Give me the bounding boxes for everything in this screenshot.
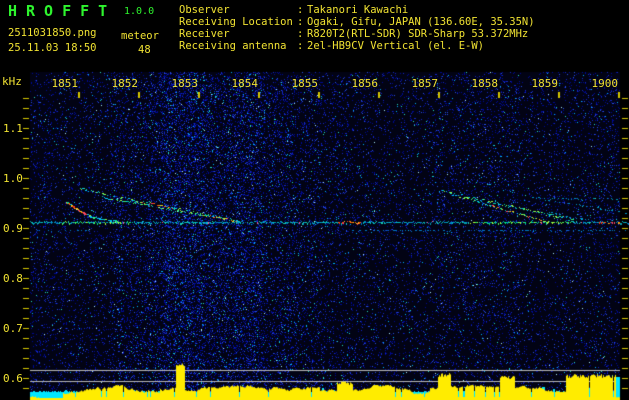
- info-row-location: Receiving Location : Ogaki, Gifu, JAPAN …: [179, 16, 535, 28]
- info-separator: :: [297, 28, 304, 40]
- y-tick-label: 0.6: [3, 372, 23, 385]
- x-tick-label: 1854: [231, 77, 259, 90]
- y-tick-label: 0.9: [3, 222, 23, 235]
- x-tick-label: 1900: [591, 77, 619, 90]
- info-separator: :: [297, 40, 304, 52]
- info-label: Observer: [179, 4, 230, 16]
- x-tick-label: 1851: [51, 77, 79, 90]
- x-tick-label: 1857: [411, 77, 439, 90]
- info-label: Receiving Location: [179, 16, 293, 28]
- app-version: 1.0.0: [124, 6, 155, 17]
- info-separator: :: [297, 16, 304, 28]
- info-row-receiver: Receiver : R820T2(RTL-SDR) SDR-Sharp 53.…: [179, 28, 535, 40]
- info-separator: :: [297, 4, 304, 16]
- info-label: Receiving antenna: [179, 40, 287, 52]
- y-tick-label: 1.0: [3, 172, 23, 185]
- info-value: R820T2(RTL-SDR) SDR-Sharp 53.372MHz: [307, 28, 529, 40]
- y-tick-label: 1.1: [3, 122, 23, 135]
- y-axis-unit-label: kHz: [2, 75, 22, 88]
- x-tick-label: 1852: [111, 77, 139, 90]
- info-row-antenna: Receiving antenna : 2el-HB9CV Vertical (…: [179, 40, 535, 52]
- y-tick-label: 0.7: [3, 322, 23, 335]
- info-value: Takanori Kawachi: [307, 4, 409, 16]
- output-filename: 2511031850.png: [8, 27, 97, 39]
- info-value: 2el-HB9CV Vertical (el. E-W): [307, 40, 485, 52]
- x-tick-label: 1855: [291, 77, 319, 90]
- echo-count: 48: [138, 44, 151, 56]
- observation-datetime: 25.11.03 18:50: [8, 42, 97, 54]
- info-value: Ogaki, Gifu, JAPAN (136.60E, 35.35N): [307, 16, 535, 28]
- x-tick-label: 1853: [171, 77, 199, 90]
- observation-mode: meteor: [121, 30, 159, 42]
- x-tick-label: 1859: [531, 77, 559, 90]
- x-tick-label: 1856: [351, 77, 379, 90]
- x-tick-label: 1858: [471, 77, 499, 90]
- station-info-block: Observer : Takanori Kawachi Receiving Lo…: [179, 4, 535, 52]
- y-tick-label: 0.8: [3, 272, 23, 285]
- info-row-observer: Observer : Takanori Kawachi: [179, 4, 535, 16]
- app-title: HROFFT: [8, 2, 117, 20]
- info-label: Receiver: [179, 28, 230, 40]
